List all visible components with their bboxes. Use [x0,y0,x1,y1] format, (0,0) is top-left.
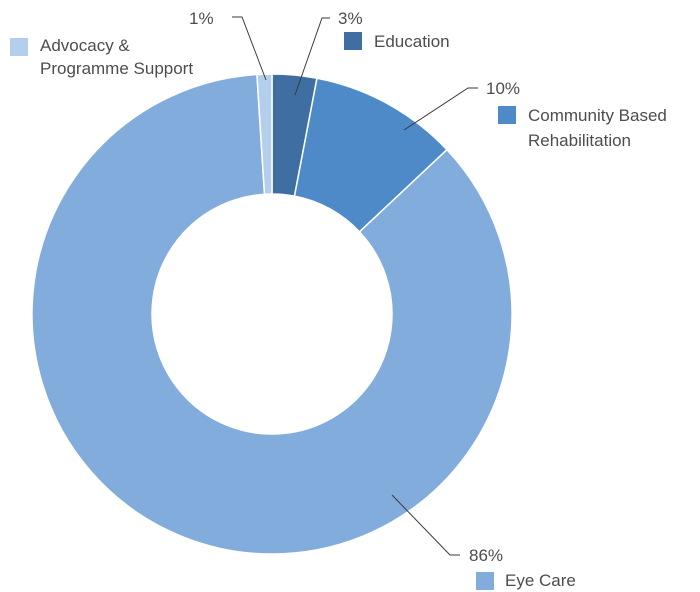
legend-swatch-advocacy-programme-support [10,38,28,56]
slice-annotations: 3% Education 10% Community Based Rehabil… [10,9,667,590]
value-label-education: 3% [338,9,363,28]
leader-line-advocacy-programme-support [232,16,267,81]
legend-label-education: Education [374,32,450,51]
legend-swatch-community-based-rehabilitation [498,106,516,124]
legend-label-advocacy-programme-support-line-1: Advocacy & [40,36,130,55]
value-label-community-based-rehabilitation: 10% [486,79,520,98]
leader-line-community-based-rehabilitation [403,87,478,131]
leader-line-education [294,17,330,96]
value-label-eye-care: 86% [469,546,503,565]
slice-eye-care [31,73,513,555]
donut-slices [31,73,513,555]
legend-label-eye-care: Eye Care [505,571,576,590]
slice-advocacy-programme-support [256,73,273,196]
legend-label-advocacy-programme-support-line-2: Programme Support [40,59,193,78]
value-label-advocacy-programme-support: 1% [189,9,214,28]
legend-swatch-eye-care [476,572,494,590]
legend-label-community-based-rehabilitation-line-1: Community Based [528,106,667,125]
legend-label-community-based-rehabilitation-line-2: Rehabilitation [528,131,631,150]
leader-line-eye-care [391,494,460,556]
legend-swatch-education [344,32,362,50]
